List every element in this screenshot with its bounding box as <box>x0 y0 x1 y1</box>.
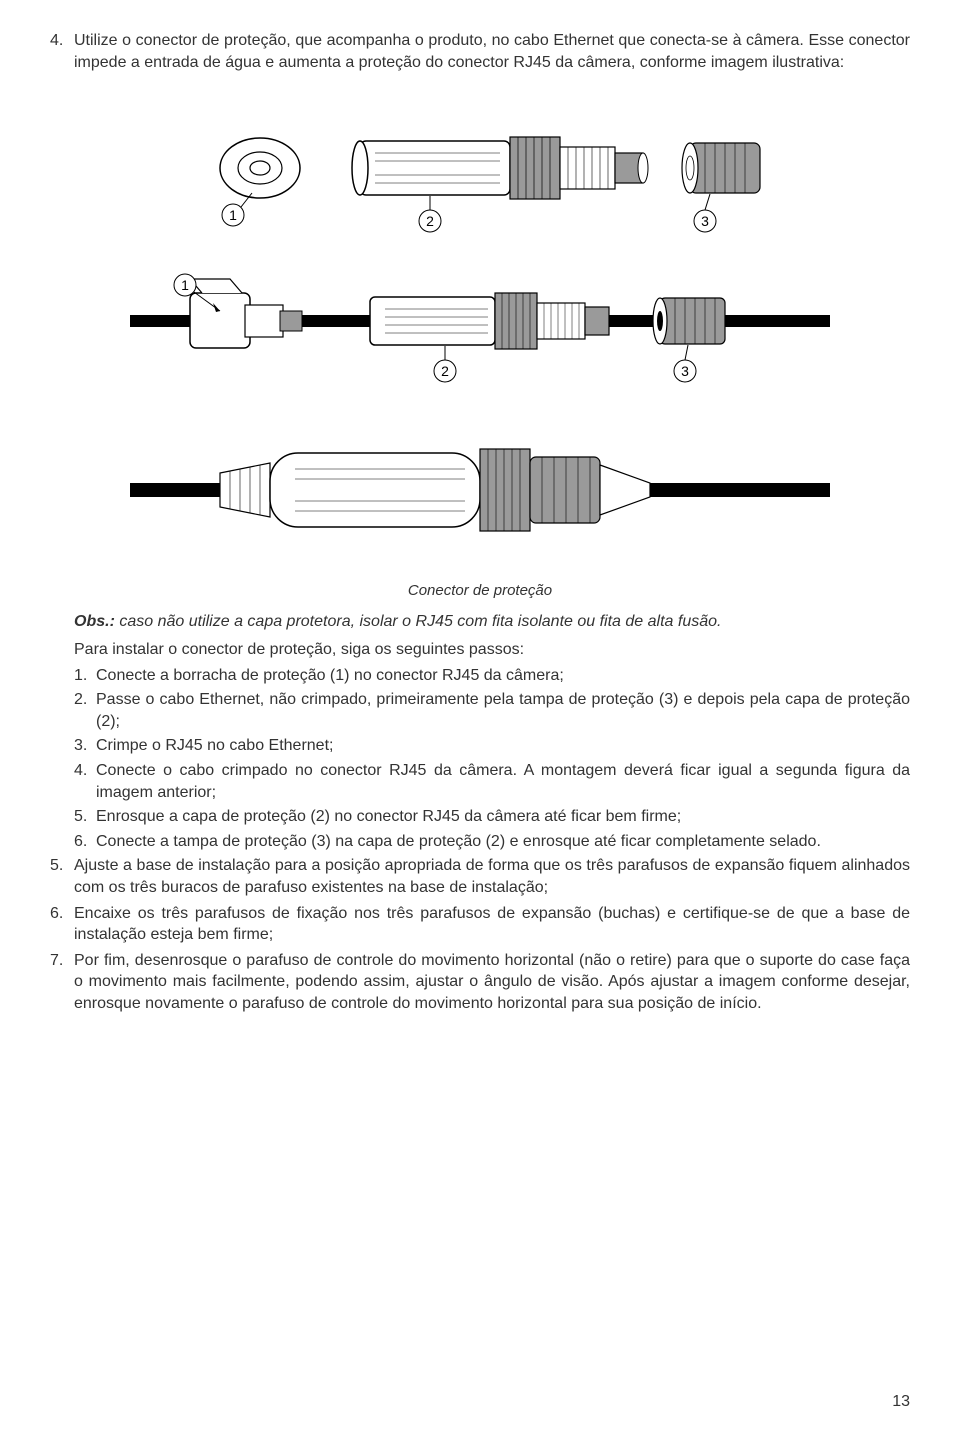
list-num: 7. <box>50 950 74 1015</box>
diagram-caption: Conector de proteção <box>50 581 910 601</box>
sub-text: Conecte a borracha de proteção (1) no co… <box>96 665 910 687</box>
sub-item-6: 6. Conecte a tampa de proteção (3) na ca… <box>50 831 910 853</box>
obs-text: caso não utilize a capa protetora, isola… <box>115 613 722 630</box>
sub-text: Passe o cabo Ethernet, não crimpado, pri… <box>96 689 910 732</box>
part-cap-top <box>682 143 760 193</box>
sub-intro: Para instalar o conector de proteção, si… <box>50 639 910 661</box>
callout-2a: 2 <box>426 213 434 229</box>
list-num: 6. <box>50 903 74 946</box>
page-number: 13 <box>892 1391 910 1413</box>
sub-text: Conecte a tampa de proteção (3) na capa … <box>96 831 910 853</box>
list-text: Ajuste a base de instalação para a posiç… <box>74 855 910 898</box>
list-text: Encaixe os três parafusos de fixação nos… <box>74 903 910 946</box>
sub-item-2: 2. Passe o cabo Ethernet, não crimpado, … <box>50 689 910 732</box>
callout-3b: 3 <box>681 363 689 379</box>
list-num: 4. <box>50 30 74 73</box>
sub-num: 3. <box>74 735 96 757</box>
sub-text: Conecte o cabo crimpado no conector RJ45… <box>96 760 910 803</box>
obs-note: Obs.: caso não utilize a capa protetora,… <box>50 611 910 633</box>
callout-1a: 1 <box>229 207 237 223</box>
sub-num: 4. <box>74 760 96 803</box>
part-body-top <box>352 137 648 199</box>
list-text: Por fim, desenrosque o parafuso de contr… <box>74 950 910 1015</box>
sub-text: Crimpe o RJ45 no cabo Ethernet; <box>96 735 910 757</box>
list-item-7: 7. Por fim, desenrosque o parafuso de co… <box>50 950 910 1015</box>
sub-item-4: 4. Conecte o cabo crimpado no conector R… <box>50 760 910 803</box>
connector-diagram: 1 2 <box>50 93 910 573</box>
list-text: Utilize o conector de proteção, que acom… <box>74 30 910 73</box>
sub-num: 1. <box>74 665 96 687</box>
sub-item-3: 3. Crimpe o RJ45 no cabo Ethernet; <box>50 735 910 757</box>
sub-item-5: 5. Enrosque a capa de proteção (2) no co… <box>50 806 910 828</box>
part-seal-front <box>220 138 300 198</box>
diagram-svg: 1 2 <box>130 93 830 573</box>
list-item-6: 6. Encaixe os três parafusos de fixação … <box>50 903 910 946</box>
sub-item-1: 1. Conecte a borracha de proteção (1) no… <box>50 665 910 687</box>
sub-text: Enrosque a capa de proteção (2) no conec… <box>96 806 910 828</box>
list-item-4: 4. Utilize o conector de proteção, que a… <box>50 30 910 73</box>
row2-assembly: 1 2 3 <box>130 274 830 382</box>
list-num: 5. <box>50 855 74 898</box>
callout-2b: 2 <box>441 363 449 379</box>
callout-1b: 1 <box>181 277 189 293</box>
sub-num: 6. <box>74 831 96 853</box>
callout-3a: 3 <box>701 213 709 229</box>
sub-num: 5. <box>74 806 96 828</box>
row3-assembled <box>130 449 830 531</box>
list-item-5: 5. Ajuste a base de instalação para a po… <box>50 855 910 898</box>
sub-num: 2. <box>74 689 96 732</box>
obs-prefix: Obs.: <box>74 613 115 630</box>
